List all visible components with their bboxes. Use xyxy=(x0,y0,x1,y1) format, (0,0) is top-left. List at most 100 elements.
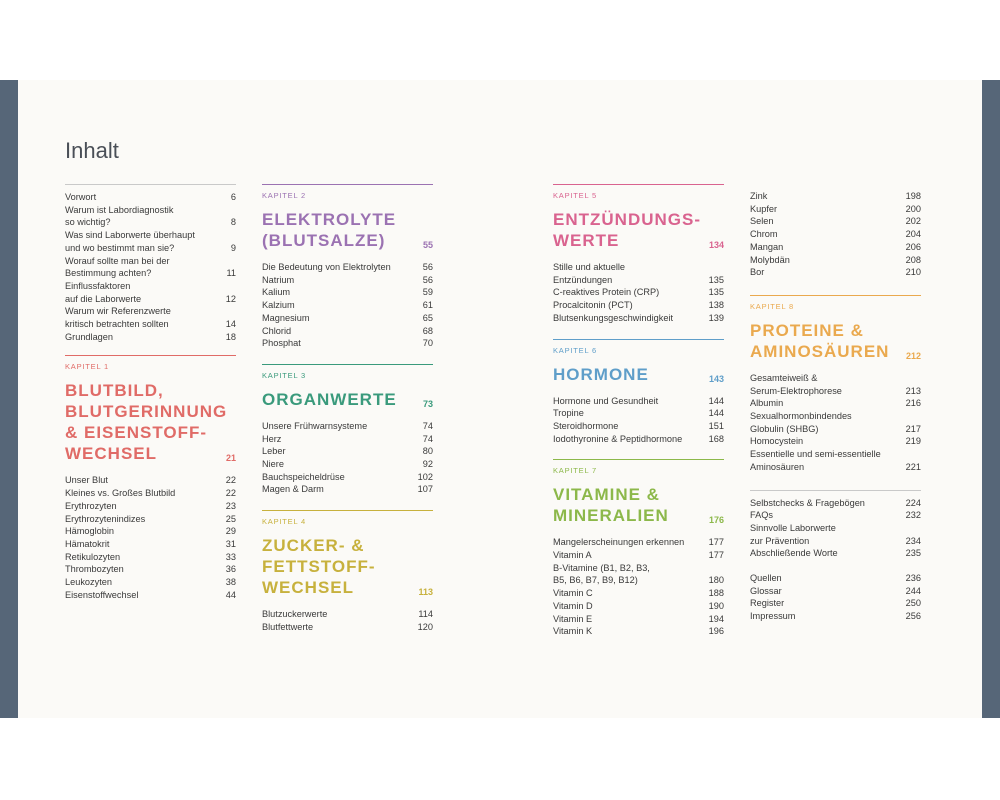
toc-entry-page: 138 xyxy=(708,300,724,311)
toc-entry-page: 213 xyxy=(905,385,921,396)
toc-entry-label: Molybdän xyxy=(750,254,790,265)
toc-entry-label: Vorwort xyxy=(65,192,97,202)
toc-entry: so wichtig? 8 xyxy=(65,216,236,229)
toc-entry: kritisch betrachten sollten 14 xyxy=(65,318,236,331)
toc-entry-label: Entzündungen xyxy=(553,274,613,285)
toc-entry-label: Homocystein xyxy=(750,436,804,447)
toc-entry: B-Vitamine (B1, B2, B3, xyxy=(553,562,724,575)
toc-entry: Leber 80 xyxy=(262,445,433,458)
toc-entry-label: Zink xyxy=(750,191,768,201)
chapter-rule xyxy=(553,338,724,340)
toc-entry-label: Bestimmung achten? xyxy=(65,268,152,279)
toc-entry-page: 92 xyxy=(422,459,433,470)
chapter-heading-wrap: ZUCKER- & FETTSTOFF- WECHSEL 113 xyxy=(262,535,433,598)
toc-entry-page: 234 xyxy=(905,535,921,546)
chapter-heading: BLUTBILD, BLUTGERINNUNG & EISENSTOFF- WECHS… xyxy=(65,380,236,464)
toc-entry-label: Tropine xyxy=(553,408,584,419)
chapter-entries: Unser Blut 22 Kleines vs. Großes Blutbild 2… xyxy=(65,474,236,601)
toc-intro-list: Vorwort 6 Warum ist Labordiagnostik so wich… xyxy=(65,191,236,343)
toc-entry-page: 144 xyxy=(708,408,724,419)
toc-entry-page: 177 xyxy=(708,537,724,548)
toc-entry: Hormone und Gesundheit 144 xyxy=(553,395,724,408)
chapter-entries: Mangelerscheinungen erkennen 177 Vitamin A… xyxy=(553,536,724,638)
toc-entry-label: Kalzium xyxy=(262,300,295,311)
chapter-4: KAPITEL 4 ZUCKER- & FETTSTOFF- WECHSEL 113 Bl… xyxy=(262,510,433,633)
toc-entry: und wo bestimmt man sie? 9 xyxy=(65,242,236,255)
toc-entry: Grundlagen 18 xyxy=(65,331,236,344)
chapter-heading: PROTEINE & AMINOSÄUREN xyxy=(750,320,921,362)
toc-entry-label: zur Prävention xyxy=(750,535,810,546)
toc-entry: B5, B6, B7, B9, B12) 180 xyxy=(553,574,724,587)
toc-entry-label: Leber xyxy=(262,446,286,457)
toc-entry: Entzündungen 135 xyxy=(553,274,724,287)
toc-entry: Iodothyronine & Peptidhormone 168 xyxy=(553,433,724,446)
toc-entry-label: Thrombozyten xyxy=(65,564,124,575)
chapter-heading-wrap: ORGANWERTE 73 xyxy=(262,389,433,410)
left-frame-bar xyxy=(0,80,18,718)
toc-entry-page: 177 xyxy=(708,550,724,561)
toc-entry-label: Worauf sollte man bei der xyxy=(65,255,170,266)
toc-entry: Impressum 256 xyxy=(750,610,921,623)
chapter-heading-line: BLUTGERINNUNG xyxy=(65,402,228,422)
toc-entry: Kupfer 200 xyxy=(750,203,921,216)
toc-entry-page: 216 xyxy=(905,398,921,409)
chapter-heading-line: BLUTBILD, xyxy=(65,381,164,401)
toc-entry-label: Vitamin A xyxy=(553,550,592,561)
toc-entry-page: 180 xyxy=(708,575,724,586)
toc-entry: Niere 92 xyxy=(262,458,433,471)
chapter-rule xyxy=(553,459,724,461)
toc-entry-page: 12 xyxy=(225,293,236,304)
toc-entry: Globulin (SHBG) 217 xyxy=(750,423,921,436)
chapter-label: KAPITEL 6 xyxy=(553,345,598,355)
toc-entry-label: und wo bestimmt man sie? xyxy=(65,242,175,253)
chapter-2: KAPITEL 2 ELEKTROLYTE (BLUTSALZE) 55 Die Bed… xyxy=(262,184,433,350)
toc-entry-label: Glossar xyxy=(750,585,782,596)
toc-entry-label: Eisenstoffwechsel xyxy=(65,589,139,600)
toc-entry: Warum wir Referenzwerte xyxy=(65,305,236,318)
toc-entry-label: Was sind Laborwerte überhaupt xyxy=(65,230,195,241)
chapter-heading: ENTZÜNDUNGS- WERTE xyxy=(553,209,724,251)
toc-entry-label: so wichtig? xyxy=(65,217,111,228)
toc-entry: Vorwort 6 xyxy=(65,191,236,204)
toc-entry-label: Natrium xyxy=(262,274,295,285)
toc-entry-label: B-Vitamine (B1, B2, B3, xyxy=(553,562,650,573)
toc-entry: Sinnvolle Laborwerte xyxy=(750,522,921,535)
toc-entry: auf die Laborwerte 12 xyxy=(65,293,236,306)
toc-entry-label: Steroidhormone xyxy=(553,420,619,431)
toc-entry-label: Die Bedeutung von Elektrolyten xyxy=(262,262,391,272)
toc-entry: Worauf sollte man bei der xyxy=(65,255,236,268)
chapter-entries: Stille und aktuelle Entzündungen 135 C-reak… xyxy=(553,261,724,325)
toc-entry: Kalzium 61 xyxy=(262,299,433,312)
toc-entry-label: Grundlagen xyxy=(65,331,114,342)
toc-entry-page: 22 xyxy=(225,475,236,486)
toc-entry-label: Erythrozyten xyxy=(65,500,117,511)
toc-entry-page: 31 xyxy=(225,538,236,549)
toc-entry-label: Niere xyxy=(262,459,284,470)
chapter-heading-line: ENTZÜNDUNGS- xyxy=(553,210,701,229)
toc-entry-page: 202 xyxy=(905,216,921,227)
toc-entry-page: 65 xyxy=(422,312,433,323)
toc-entry: Erythrozyten 23 xyxy=(65,500,236,513)
toc-entry: Serum-Elektrophorese 213 xyxy=(750,385,921,398)
toc-entry-page: 74 xyxy=(422,433,433,444)
toc-entry-label: kritisch betrachten sollten xyxy=(65,319,169,330)
chapter-heading-line: ORGANWERTE xyxy=(262,389,397,409)
toc-entry-label: Hämatokrit xyxy=(65,538,110,549)
toc-entry: Aminosäuren 221 xyxy=(750,461,921,474)
toc-entry-page: 9 xyxy=(230,242,236,253)
toc-entry: Selen 202 xyxy=(750,215,921,228)
toc-entry-label: Warum ist Labordiagnostik xyxy=(65,204,174,215)
toc-entry-label: Herz xyxy=(262,433,282,444)
toc-entry-label: Kalium xyxy=(262,287,291,298)
toc-entry: Vitamin A 177 xyxy=(553,549,724,562)
toc-entry: Die Bedeutung von Elektrolyten 56 xyxy=(262,261,433,274)
chapter-heading-line: WECHSEL xyxy=(262,578,354,598)
toc-entry-page: 204 xyxy=(905,229,921,240)
toc-entry-page: 200 xyxy=(905,203,921,214)
chapter-page: 73 xyxy=(422,398,433,409)
toc-entry-page: 8 xyxy=(230,217,236,228)
toc-entry: Mangan 206 xyxy=(750,241,921,254)
toc-entry: Molybdän 208 xyxy=(750,254,921,267)
toc-entry-page: 219 xyxy=(905,436,921,447)
divider xyxy=(65,184,236,185)
